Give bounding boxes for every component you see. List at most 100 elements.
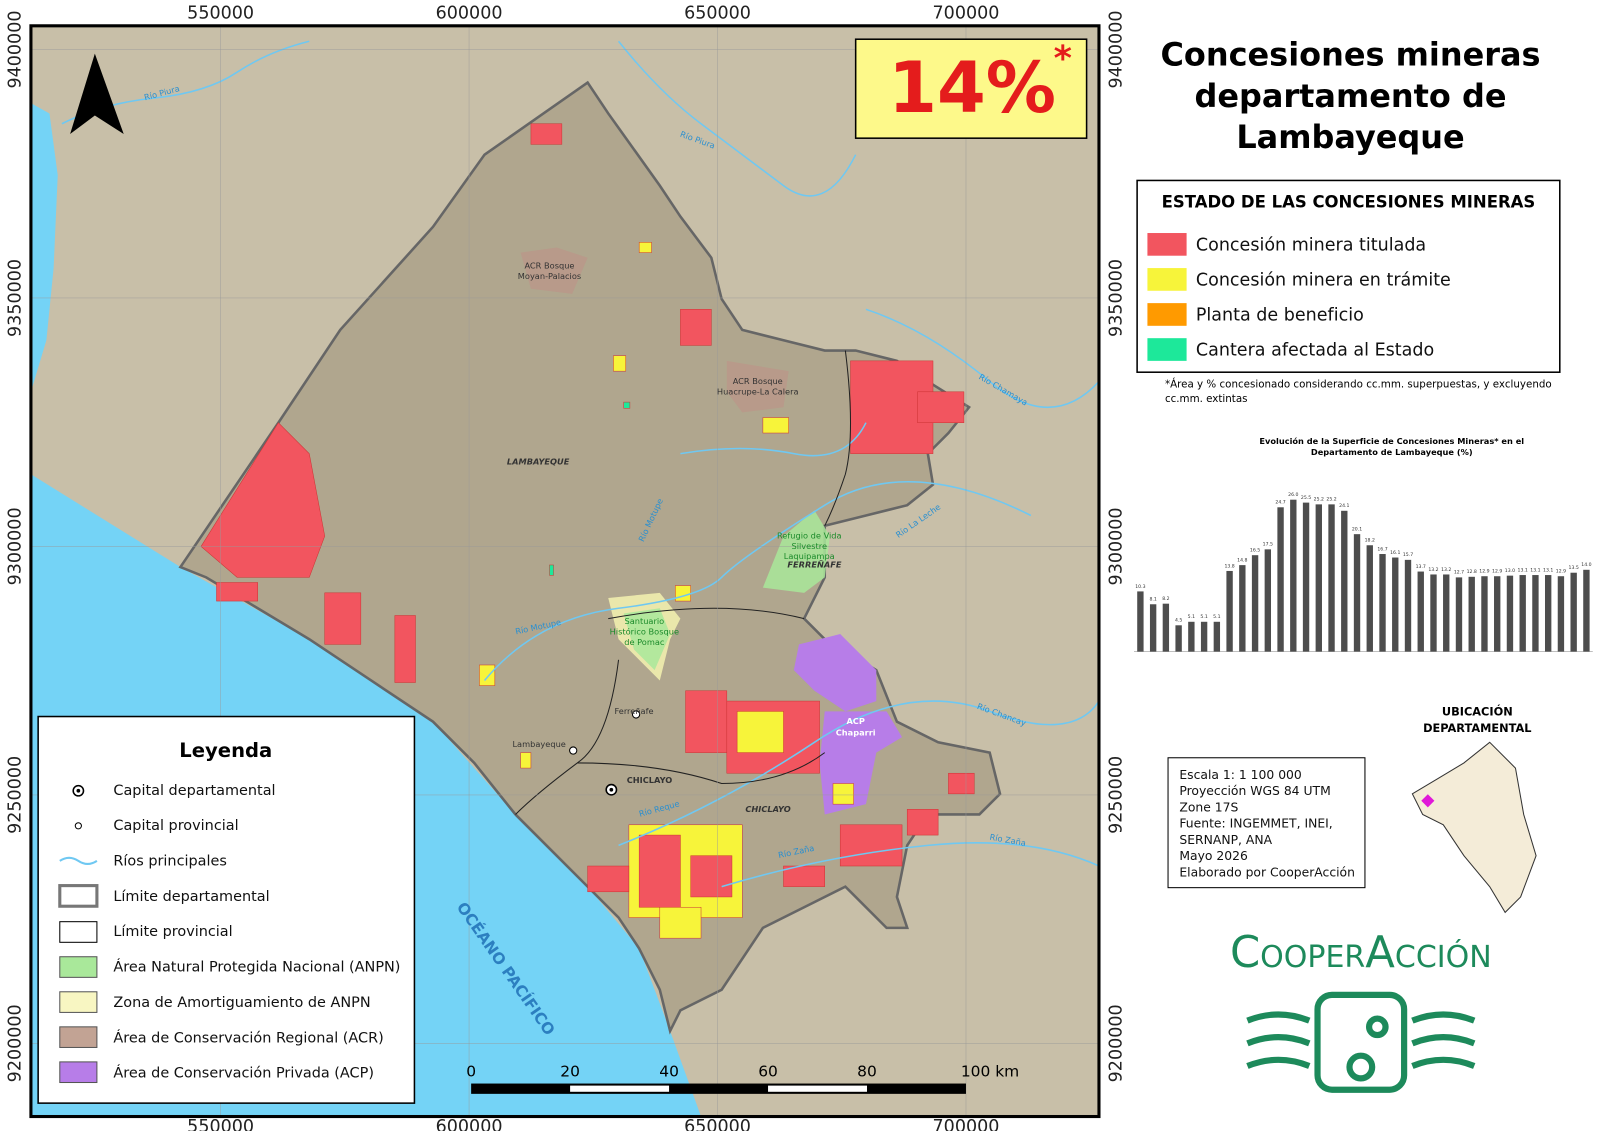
easting-label: 550000 <box>187 1117 254 1131</box>
status-legend-title: ESTADO DE LAS CONCESIONES MINERAS <box>1162 193 1536 212</box>
value-label: 12.7 <box>1454 570 1464 576</box>
bar <box>1392 557 1399 652</box>
easting-label: 600000 <box>436 3 503 23</box>
bar <box>1570 572 1577 652</box>
value-label: 16.1 <box>1390 550 1400 556</box>
highlight-value: 14% <box>888 47 1056 129</box>
info-line: Elaborado por CooperAcción <box>1179 866 1355 880</box>
concession <box>623 401 631 409</box>
concession <box>948 772 975 795</box>
scale-bar <box>471 1083 966 1094</box>
value-label: 5.1 <box>1188 614 1195 620</box>
legend-item: Límite provincial <box>113 924 232 940</box>
river <box>618 700 1100 847</box>
status-legend-box <box>1136 179 1561 373</box>
concession <box>530 123 563 145</box>
value-label: 16.5 <box>1250 548 1260 554</box>
bar <box>1277 507 1284 652</box>
bar <box>1532 575 1539 652</box>
logo-sun <box>1365 1015 1389 1039</box>
northing-label: 9300000 <box>1106 507 1126 585</box>
legend-symbol <box>59 1026 98 1048</box>
location-marker <box>1421 794 1435 808</box>
scale-bar-frame <box>471 1083 966 1094</box>
concession <box>674 585 691 602</box>
concession <box>638 242 652 253</box>
legend-item: Área de Conservación Privada (ACP) <box>113 1064 374 1082</box>
bar <box>1481 576 1488 652</box>
bar <box>1264 549 1272 652</box>
legend-symbol <box>59 921 98 943</box>
bar <box>1583 569 1590 652</box>
northing-label: 9300000 <box>5 507 25 585</box>
coordinates: 550000 550000 600000 600000 650000 650000 7000… <box>5 3 1126 1131</box>
bar <box>1404 559 1412 652</box>
value-label: 8.2 <box>1162 596 1169 602</box>
location-title: UBICACIÓN <box>1442 704 1513 718</box>
place-label: Moyan-Palacios <box>518 271 581 281</box>
scale-label: 100 km <box>961 1063 1019 1081</box>
info-line: Proyección WGS 84 UTM <box>1179 784 1330 798</box>
chart-title: Departamento de Lambayeque (%) <box>1311 447 1473 457</box>
value-label: 13.0 <box>1505 568 1515 574</box>
legend-symbol <box>59 856 98 865</box>
easting-label: 700000 <box>933 3 1000 23</box>
place-label: de Pomac <box>624 637 665 647</box>
title: Lambayeque <box>1236 118 1464 156</box>
value-label: 15.7 <box>1403 552 1413 558</box>
note: cc.mm. extintas <box>1165 393 1248 405</box>
acr <box>726 360 789 413</box>
scale-label: 80 <box>857 1063 877 1081</box>
status-item: Concesión minera en trámite <box>1196 270 1451 290</box>
value-label: 13.7 <box>1416 564 1426 570</box>
status-swatch <box>1147 268 1187 291</box>
place-label: Lambayeque <box>512 739 565 749</box>
value-label: 14.8 <box>1237 557 1247 563</box>
northing-label: 9250000 <box>1106 756 1126 834</box>
value-label: 14.0 <box>1581 562 1591 568</box>
value-label: 13.2 <box>1428 567 1438 573</box>
legend-symbol <box>59 956 98 978</box>
bar <box>1506 575 1514 652</box>
bar <box>1213 621 1221 652</box>
legend-item: Capital provincial <box>113 818 238 834</box>
bar <box>1137 591 1144 652</box>
bar <box>1353 534 1361 652</box>
northing-label: 9200000 <box>1106 1004 1126 1082</box>
legend-item: Capital departamental <box>113 783 275 799</box>
logo-waves <box>1246 1011 1476 1069</box>
concession <box>324 592 362 645</box>
highlight-box <box>854 38 1088 139</box>
scale-labels: 0 20 40 60 80 100 km <box>466 1063 1019 1081</box>
scale-label: 20 <box>560 1063 580 1081</box>
bar <box>1302 502 1310 652</box>
legend-symbol <box>74 822 82 830</box>
scale-bar-segment <box>570 1085 670 1092</box>
legend-symbol <box>58 884 99 908</box>
value-label: 5.1 <box>1200 614 1207 620</box>
bar <box>1175 625 1182 652</box>
anpn <box>623 608 671 671</box>
bar <box>1494 576 1501 652</box>
easting-label: 550000 <box>187 3 254 23</box>
status-swatch <box>1147 233 1187 256</box>
legend-item: Ríos principales <box>113 853 227 869</box>
province-boundaries <box>515 350 852 815</box>
info-line: Mayo 2026 <box>1179 849 1248 863</box>
acr <box>520 247 588 294</box>
info-line: Fuente: INGEMMET, INEI, <box>1179 817 1332 831</box>
legend-item: Área Natural Protegida Nacional (ANPN) <box>113 958 400 976</box>
value-label: 12.8 <box>1467 569 1477 575</box>
concession <box>832 783 854 805</box>
map-frame <box>29 24 1101 1119</box>
value-label: 13.2 <box>1441 567 1451 573</box>
place-label: FERREÑAFE <box>787 559 841 569</box>
chart-title: Evolución de la Superficie de Concesione… <box>1259 436 1524 446</box>
concession <box>549 564 554 576</box>
value-label: 24.7 <box>1275 500 1285 506</box>
value-label: 16.7 <box>1377 546 1387 552</box>
bar <box>1544 575 1552 652</box>
legend-symbol <box>59 991 98 1013</box>
concession <box>659 906 702 939</box>
